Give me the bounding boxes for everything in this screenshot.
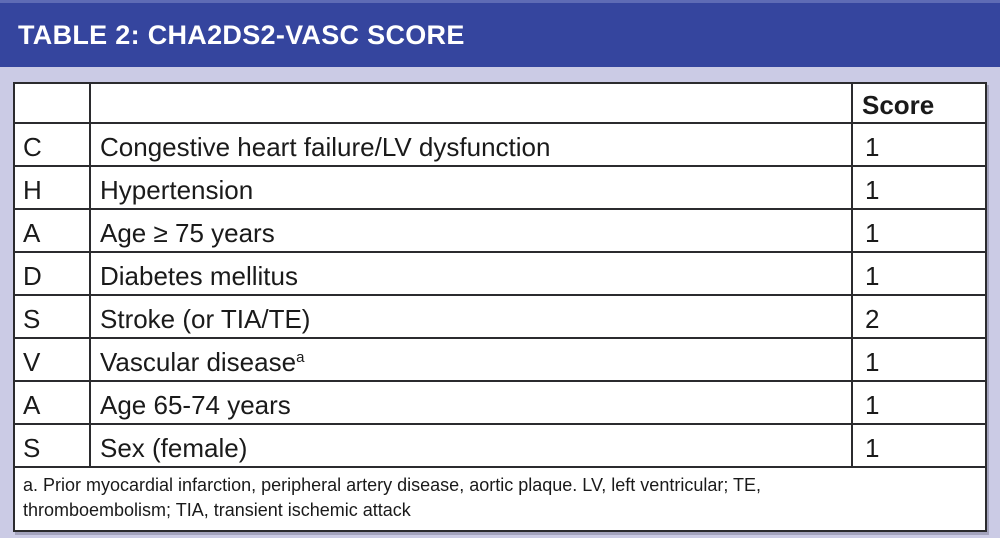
row-score: 1 xyxy=(851,251,987,296)
table-row-a65: A Age 65-74 years 1 xyxy=(13,380,987,425)
footnote-line-1: a. Prior myocardial infarction, peripher… xyxy=(23,475,762,495)
table-row-v: V Vascular diseasea 1 xyxy=(13,337,987,382)
row-criterion: Congestive heart failure/LV dysfunction xyxy=(89,122,853,167)
table-row-s-stroke: S Stroke (or TIA/TE) 2 xyxy=(13,294,987,339)
row-score: 1 xyxy=(851,208,987,253)
row-criterion: Sex (female) xyxy=(89,423,853,468)
footnote-marker: a xyxy=(296,348,305,366)
footnote-line-2: thromboembolism; TIA, transient ischemic… xyxy=(23,500,411,520)
row-score: 2 xyxy=(851,294,987,339)
header-cell-empty-criterion xyxy=(89,82,853,124)
row-criterion: Stroke (or TIA/TE) xyxy=(89,294,853,339)
row-letter: S xyxy=(13,423,91,468)
row-letter: A xyxy=(13,380,91,425)
row-score: 1 xyxy=(851,165,987,210)
row-letter: C xyxy=(13,122,91,167)
row-score: 1 xyxy=(851,380,987,425)
table-row-a75: A Age ≥ 75 years 1 xyxy=(13,208,987,253)
table-footnote-row: a. Prior myocardial infarction, peripher… xyxy=(13,466,987,532)
row-criterion: Hypertension xyxy=(89,165,853,210)
row-score: 1 xyxy=(851,122,987,167)
header-cell-score: Score xyxy=(851,82,987,124)
table-header-row: Score xyxy=(13,82,987,124)
row-letter: A xyxy=(13,208,91,253)
row-letter: H xyxy=(13,165,91,210)
row-criterion: Diabetes mellitus xyxy=(89,251,853,296)
cha2ds2-vasc-score-table: Score C Congestive heart failure/LV dysf… xyxy=(13,82,987,532)
row-letter: V xyxy=(13,337,91,382)
title-bar: TABLE 2: CHA2DS2-VASC SCORE xyxy=(0,0,1000,67)
row-letter: S xyxy=(13,294,91,339)
row-criterion-text: Vascular disease xyxy=(100,346,297,377)
table-row-s-sex: S Sex (female) 1 xyxy=(13,423,987,468)
table-row-d: D Diabetes mellitus 1 xyxy=(13,251,987,296)
footnote-cell: a. Prior myocardial infarction, peripher… xyxy=(13,466,987,532)
page-title: TABLE 2: CHA2DS2-VASC SCORE xyxy=(18,19,465,50)
row-score: 1 xyxy=(851,423,987,468)
row-criterion: Vascular diseasea xyxy=(89,337,853,382)
row-criterion: Age 65-74 years xyxy=(89,380,853,425)
row-letter: D xyxy=(13,251,91,296)
row-criterion: Age ≥ 75 years xyxy=(89,208,853,253)
table-row-c: C Congestive heart failure/LV dysfunctio… xyxy=(13,122,987,167)
header-cell-empty-letter xyxy=(13,82,91,124)
row-score: 1 xyxy=(851,337,987,382)
table-row-h: H Hypertension 1 xyxy=(13,165,987,210)
